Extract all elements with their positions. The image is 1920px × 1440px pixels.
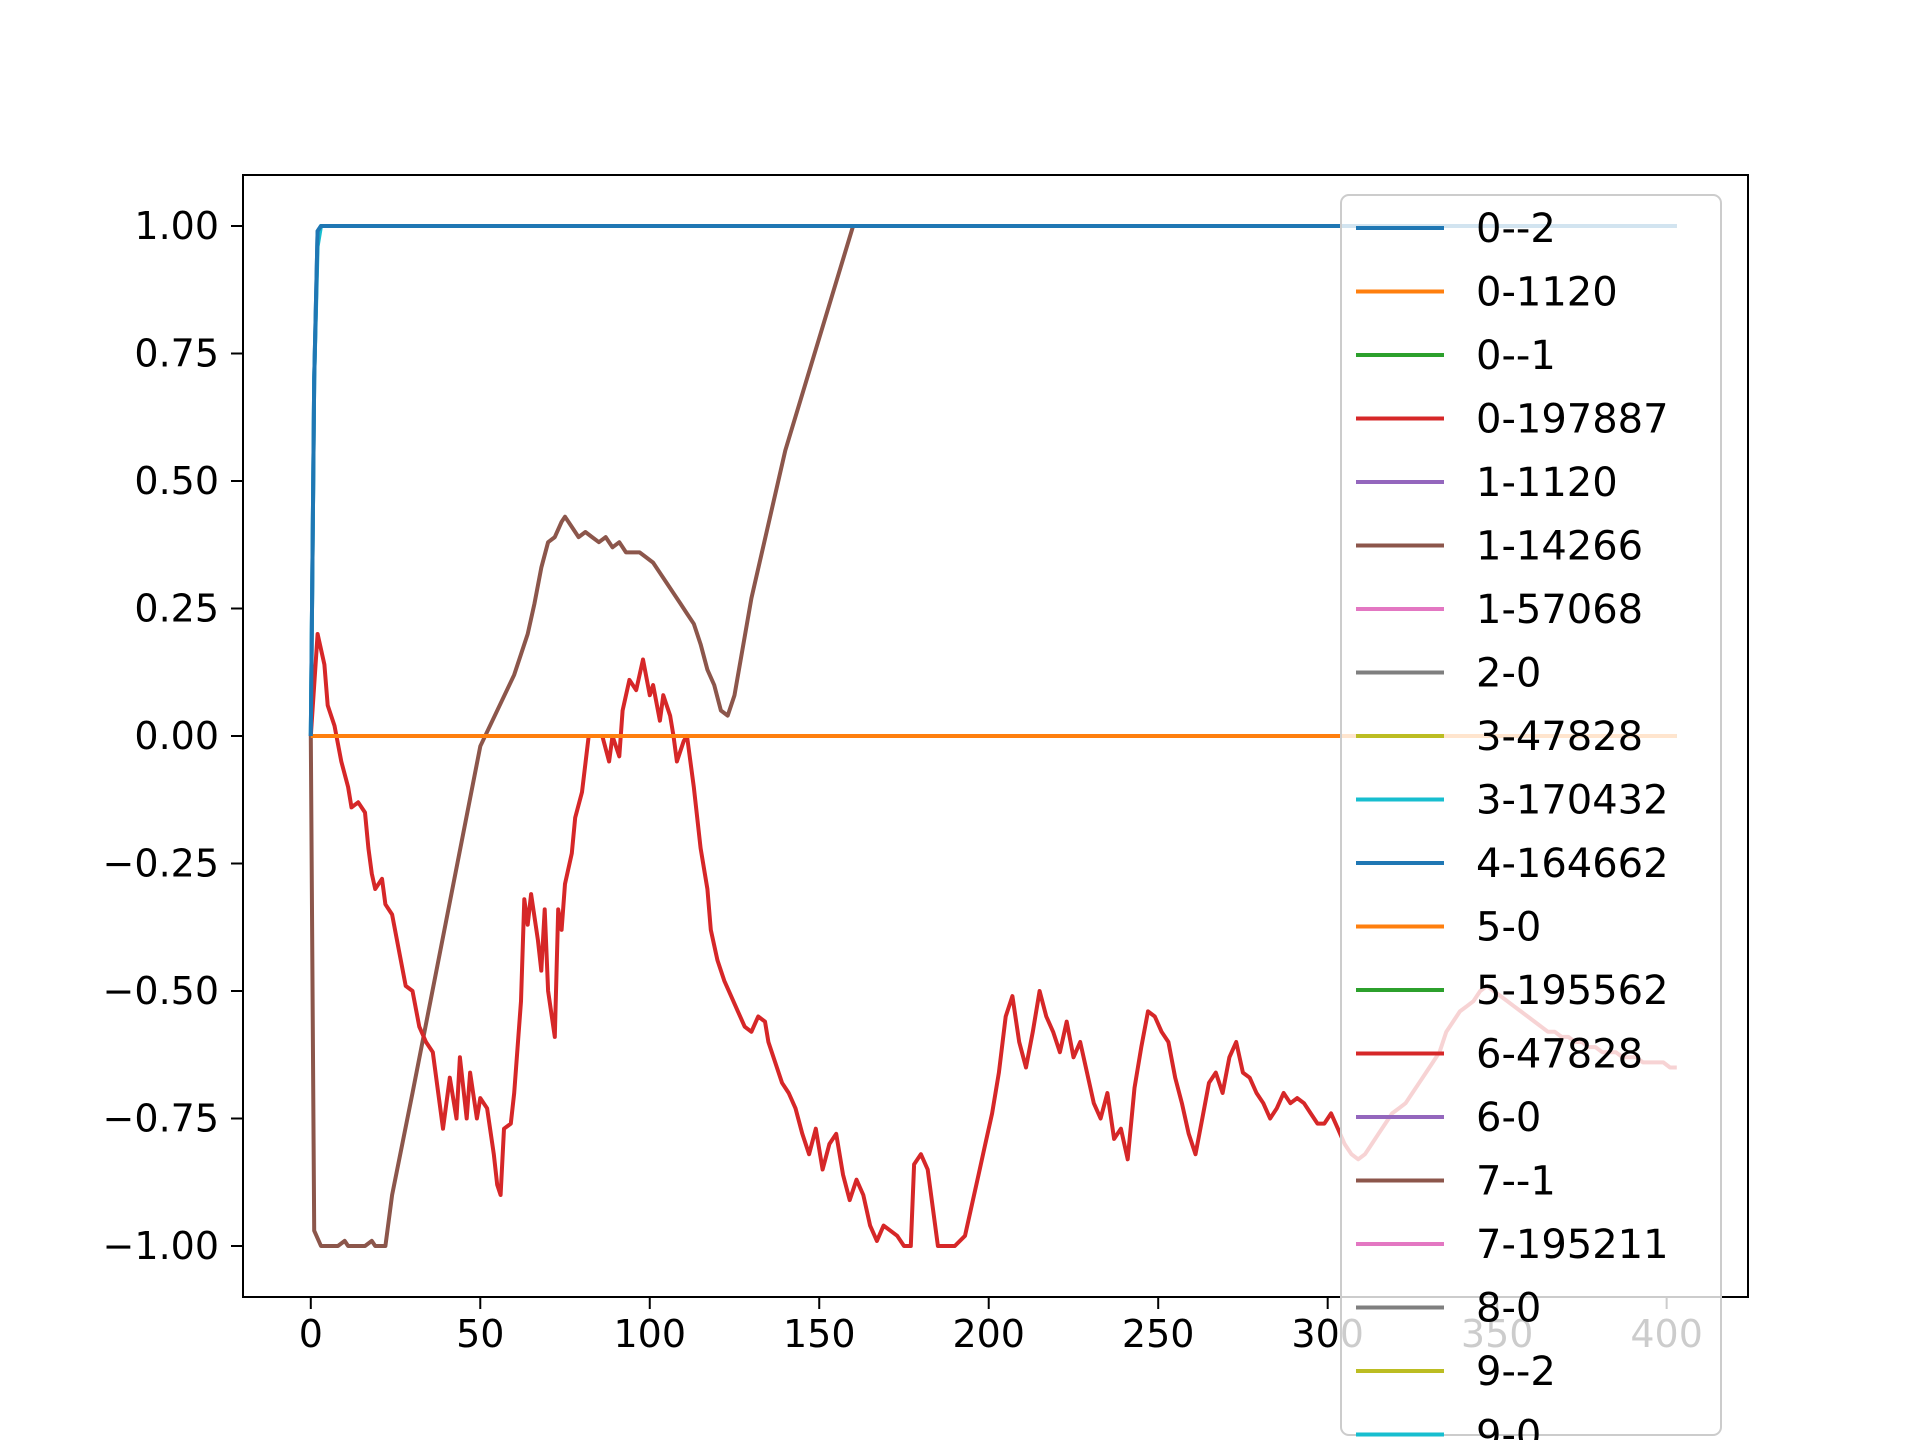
y-tick-label: 0.50 [134, 459, 219, 503]
legend-label: 9--2 [1476, 1349, 1556, 1395]
legend-label: 9-0 [1476, 1413, 1541, 1440]
legend-label: 5-195562 [1476, 968, 1669, 1014]
legend-label: 6-47828 [1476, 1032, 1643, 1078]
legend-label: 7--1 [1476, 1159, 1556, 1205]
series-line-0--2 [308, 224, 1677, 737]
y-tick-label: −0.75 [103, 1097, 219, 1141]
legend-label: 2-0 [1476, 651, 1541, 697]
y-tick-label: 0.25 [134, 587, 219, 631]
legend-label: 3-170432 [1476, 778, 1669, 824]
legend-label: 1-57068 [1476, 587, 1643, 633]
legend-label: 6-0 [1476, 1095, 1541, 1141]
legend-label: 1-1120 [1476, 460, 1618, 506]
y-tick-label: 1.00 [134, 204, 219, 248]
legend-label: 0-1120 [1476, 270, 1618, 316]
y-tick-label: 0.75 [134, 332, 219, 376]
x-tick-label: 0 [299, 1312, 323, 1356]
legend-label: 0--2 [1476, 206, 1556, 252]
y-axis: 1.00 0.75 0.50 0.25 0.00 −0.25 −0.50 −0.75 −1.00 [103, 204, 243, 1268]
legend-label: 0--1 [1476, 333, 1556, 379]
series-line-1-14266 [308, 224, 1677, 1248]
legend-label: 1-14266 [1476, 524, 1643, 570]
legend-label: 7-195211 [1476, 1222, 1669, 1268]
x-tick-label: 150 [783, 1312, 856, 1356]
y-tick-label: −0.50 [103, 969, 219, 1013]
y-tick-label: −0.25 [103, 842, 219, 886]
legend-label: 3-47828 [1476, 714, 1643, 760]
legend-label: 0-197887 [1476, 397, 1669, 443]
legend-label: 5-0 [1476, 905, 1541, 951]
legend-label: 4-164662 [1476, 841, 1669, 887]
legend: 0--2 0-1120 0--1 0-197887 1-1120 1-14266 1-570… [1340, 194, 1722, 1440]
x-tick-label: 100 [613, 1312, 686, 1356]
y-tick-label: 0.00 [134, 714, 219, 758]
legend-box [1340, 194, 1722, 1436]
legend-label: 8-0 [1476, 1286, 1541, 1332]
x-tick-label: 200 [952, 1312, 1025, 1356]
x-tick-label: 50 [456, 1312, 504, 1356]
y-tick-label: −1.00 [103, 1224, 219, 1268]
x-tick-label: 250 [1122, 1312, 1195, 1356]
